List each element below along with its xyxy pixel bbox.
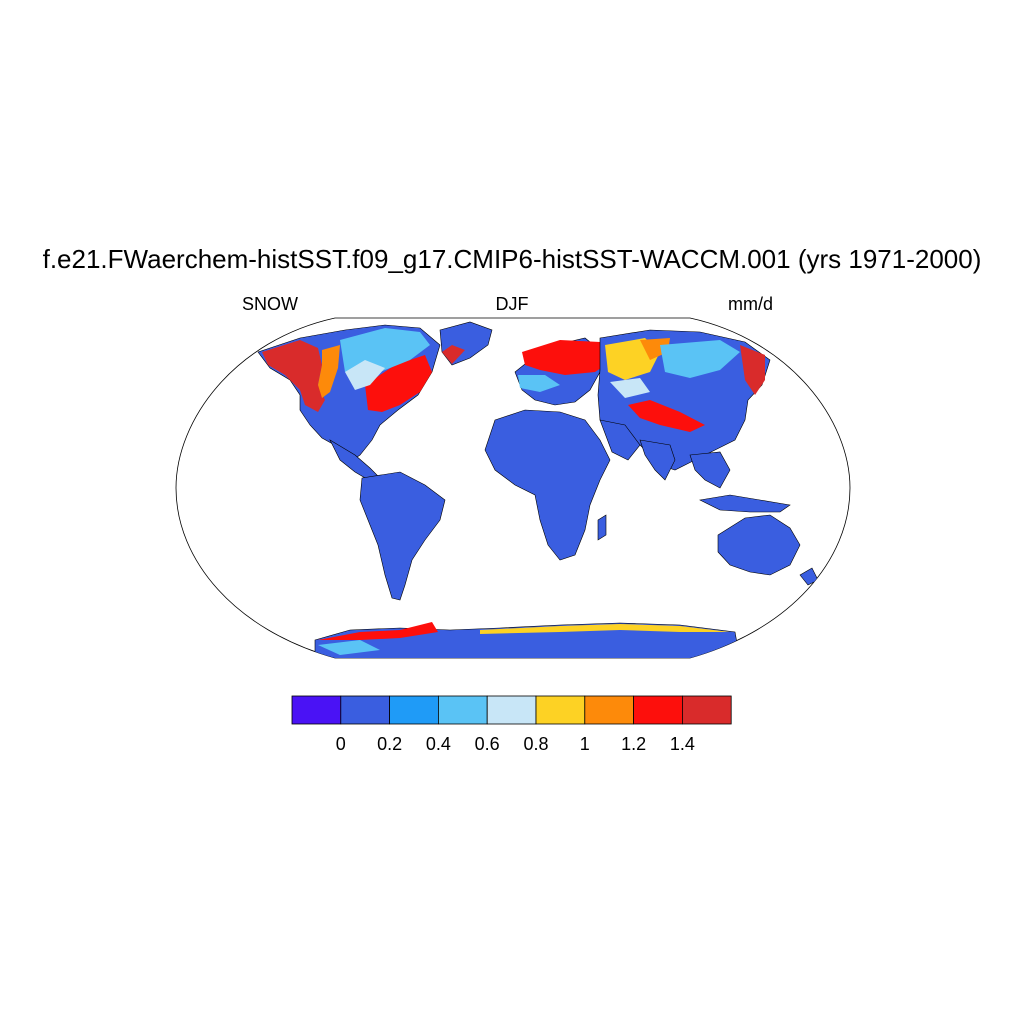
antarctica-snow-light xyxy=(318,640,380,655)
colorbar-tick-label: 0.2 xyxy=(377,734,402,754)
asia-snow-red-band xyxy=(628,400,705,432)
colorbar-swatch xyxy=(584,695,634,725)
africa-land xyxy=(484,409,611,561)
asia-snow-pale xyxy=(610,378,650,398)
colorbar-swatch xyxy=(682,695,732,725)
colorbar-swatch xyxy=(535,695,586,725)
colorbar-swatch xyxy=(340,695,390,725)
colorbar-tick-label: 1 xyxy=(580,734,590,754)
colorbar-tick-label: 1.2 xyxy=(621,734,646,754)
north-america-snow-heavy xyxy=(262,340,325,412)
colorbar-tick-label: 0 xyxy=(336,734,346,754)
colorbar-tick-label: 1.4 xyxy=(670,734,695,754)
indonesia-land xyxy=(699,494,791,513)
southeast-asia-land xyxy=(689,451,731,489)
map-title: f.e21.FWaerchem-histSST.f09_g17.CMIP6-hi… xyxy=(42,244,982,274)
greenland-snow xyxy=(442,345,465,364)
colorbar-swatch xyxy=(633,695,683,725)
australia-land xyxy=(717,514,801,576)
north-america-snow-orange xyxy=(318,345,340,398)
arabia-land xyxy=(599,419,641,461)
asia-snow-light xyxy=(660,340,740,378)
colorbar-swatch xyxy=(437,695,488,725)
colorbar-swatch xyxy=(389,695,439,725)
units-label: mm/d xyxy=(728,294,773,314)
antarctica-snow-yellow xyxy=(480,624,730,634)
colorbar-tick-label: 0.4 xyxy=(426,734,451,754)
europe-snow-red xyxy=(522,340,610,375)
north-america-snow-red xyxy=(365,355,432,412)
colorbar-swatch xyxy=(291,695,342,725)
asia-snow-heavy xyxy=(740,345,765,395)
north-america-snow-pale xyxy=(345,360,385,390)
variable-label: SNOW xyxy=(242,294,298,314)
asia-snow-orange xyxy=(640,338,670,360)
season-label: DJF xyxy=(495,294,529,314)
colorbar-tick-label: 0.8 xyxy=(523,734,548,754)
colorbar-swatch xyxy=(486,695,537,725)
madagascar-land xyxy=(597,514,607,541)
india-land xyxy=(639,439,676,481)
antarctica-snow-red xyxy=(318,622,438,640)
europe-snow-light xyxy=(518,375,560,392)
south-america-land xyxy=(359,471,446,601)
colorbar-tick-label: 0.6 xyxy=(475,734,500,754)
